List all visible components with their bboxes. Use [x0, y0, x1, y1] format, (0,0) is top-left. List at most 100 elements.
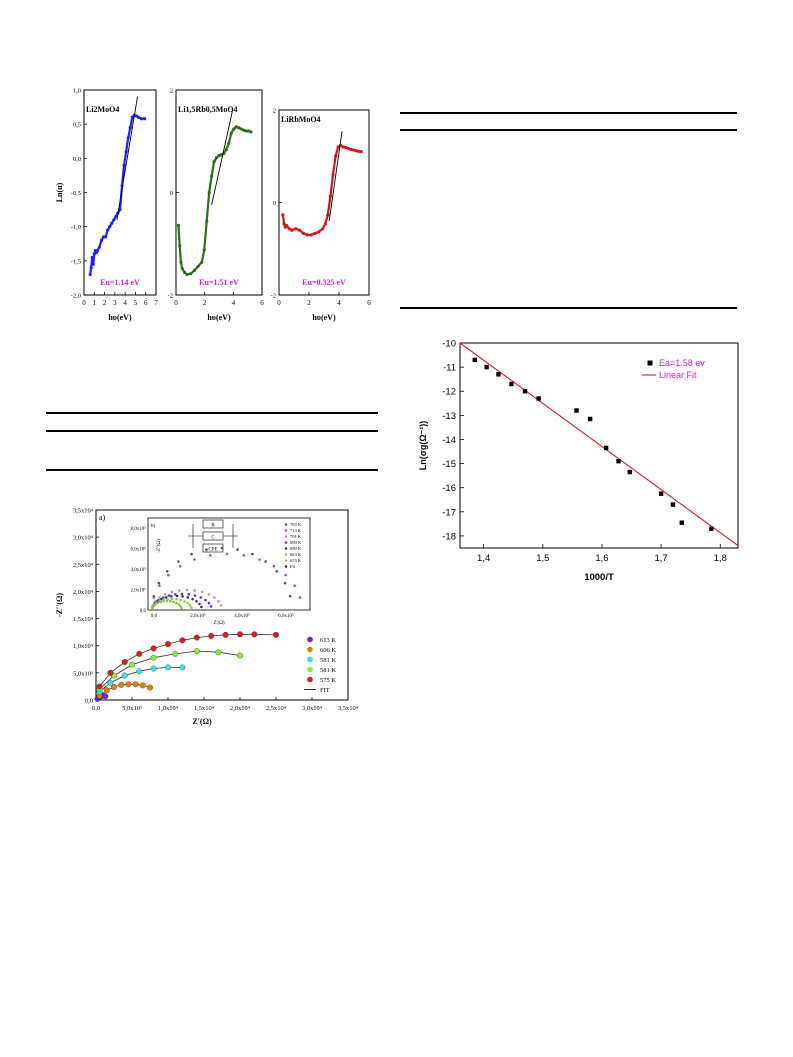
data-segment: [112, 215, 117, 221]
x-tick-label: 5,0x10³: [122, 705, 142, 712]
inset-data-point: [167, 573, 170, 577]
inset-data-point: [200, 590, 204, 594]
inset-data-point: [170, 595, 173, 598]
panel-label: Li1,5Rb0,5MoO4: [178, 105, 238, 114]
y-axis-label: Ln(σg(Ω⁻¹)): [418, 421, 428, 471]
inset-data-point: [152, 596, 156, 599]
inset-data-point: [219, 604, 223, 607]
data-point: [273, 631, 279, 638]
urbach-energy-label: Eu=1.14 eV: [100, 278, 140, 287]
y-tick-label: 1,0: [73, 88, 81, 95]
inset-data-point: [242, 554, 245, 557]
panel-label: LiRbMoO4: [281, 115, 321, 124]
data-segment: [318, 227, 324, 233]
inset-data-point: [152, 604, 155, 608]
inset-data-point: [207, 593, 211, 596]
circuit-element: [202, 531, 224, 541]
data-point: [587, 416, 593, 422]
x-tick-label: 4: [123, 299, 127, 307]
inset-data-point: [174, 593, 177, 596]
inset-x-axis-label: Z'(Ω): [213, 621, 224, 626]
inset-data-point: [179, 604, 182, 608]
x-tick-label: 7: [154, 299, 158, 307]
data-point: [237, 631, 243, 638]
data-point: [616, 458, 621, 464]
data-point: [121, 659, 128, 665]
inset-legend-label: 690 K: [290, 540, 302, 545]
panel-label: Li2MoO4: [86, 105, 119, 114]
data-segment: [233, 126, 237, 130]
inset-data-point: [195, 600, 198, 603]
data-segment: [127, 127, 132, 139]
x-axis-label: 1000/T: [584, 572, 614, 583]
x-tick-label: 2,5x10⁴: [266, 705, 287, 712]
data-segment: [98, 240, 103, 248]
data-segment: [200, 249, 206, 263]
circuit-label: R: [211, 524, 215, 529]
urbach-energy-label: Eu=0.325 eV: [302, 278, 346, 287]
x-tick-label: 5: [134, 299, 138, 307]
fit-line: [116, 96, 138, 220]
legend-label: 606 K: [320, 647, 336, 654]
inset-data-point: [205, 548, 208, 551]
data-point: [136, 668, 143, 675]
inset-data-point: [191, 597, 194, 601]
inset-data-point: [181, 595, 184, 598]
inset-legend-label: 655 K: [290, 558, 302, 563]
inset-data-point: [193, 589, 197, 592]
data-segment: [213, 157, 218, 163]
y-tick-label: 2: [273, 108, 276, 115]
data-segment: [135, 115, 140, 119]
inset-data-point: [177, 560, 180, 563]
inset-data-point: [213, 596, 216, 599]
inset-legend-marker: [284, 553, 288, 556]
inset-data-point: [186, 596, 190, 599]
urbach-figure: 0 1 2 3 4 5 6 71,00,50,0-0,5-1,0-1,5-2,0hυ(eV)E…: [55, 88, 372, 323]
inset-y-axis-label: -Z''(Ω): [157, 539, 162, 553]
data-point: [496, 372, 501, 377]
inset-data-point: [169, 599, 172, 603]
data-segment: [106, 226, 111, 231]
data-point: [522, 389, 528, 394]
inset-legend-marker: [284, 547, 288, 550]
inset-data-point: [284, 573, 287, 577]
inset-y-tick-label: 8,0x10⁵: [131, 526, 147, 532]
plot-frame: [175, 89, 263, 296]
data-point: [222, 631, 229, 638]
inset-data-point: [170, 590, 174, 594]
data-point: [536, 396, 541, 401]
inset-data-point: [251, 552, 254, 556]
inset-data-point: [178, 564, 182, 568]
data-segment: [179, 261, 184, 269]
data-segment: [190, 269, 196, 275]
inset-legend-marker: [284, 559, 288, 562]
data-point: [472, 357, 477, 363]
legend-marker: [307, 666, 313, 673]
inset-data-point: [209, 554, 212, 557]
legend-marker: [647, 360, 653, 366]
data-segment: [227, 132, 233, 144]
data-segment: [186, 272, 191, 276]
data-point: [165, 641, 171, 648]
arrhenius-figure: 1,4 1,5 1,6 1,7 1,8 -10 -11 -12 -13 -14 -15 -16 -17 -…: [418, 339, 739, 583]
x-tick-label: 1,7: [654, 553, 667, 564]
legend-marker: [307, 676, 313, 683]
x-axis-label: hυ(eV): [312, 313, 336, 322]
data-segment: [295, 227, 300, 232]
data-point: [670, 502, 676, 507]
inset-x-tick-label: 4,0x10⁵: [234, 613, 250, 619]
x-tick-label: 2,0x10⁴: [230, 705, 251, 712]
inset-data-point: [172, 600, 175, 604]
data-point: [627, 469, 632, 475]
data-segment: [96, 246, 101, 252]
data-point: [165, 664, 171, 671]
table-rule-top-right: [400, 112, 737, 114]
inset-data-point: [175, 601, 178, 605]
inset-y-tick-label: 6,0x10⁵: [131, 547, 147, 553]
y-tick-label: 1,0x10⁴: [73, 643, 94, 650]
table-rule-top-left: [46, 412, 378, 414]
inset-data-point: [204, 598, 207, 602]
y-tick-label: -1,5: [71, 258, 81, 265]
